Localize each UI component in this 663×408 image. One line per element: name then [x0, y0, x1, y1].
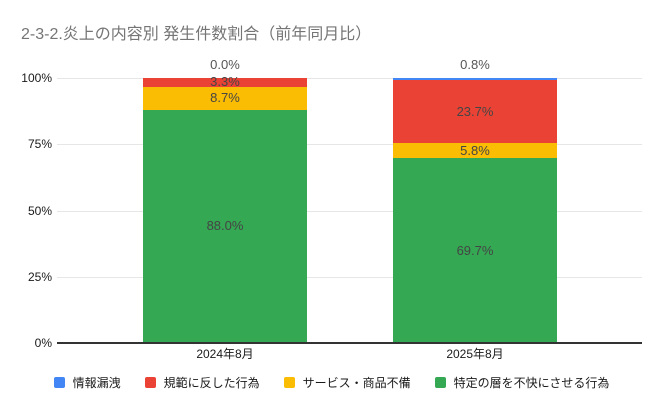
gridline-25 [57, 276, 642, 278]
y-axis-tick: 100% [21, 71, 52, 85]
bar-segment[interactable] [393, 80, 557, 143]
value-label: 0.0% [210, 57, 240, 72]
legend-swatch-icon [434, 377, 446, 388]
legend-item[interactable]: 規範に反した行為 [144, 374, 260, 391]
legend-item[interactable]: サービス・商品不備 [283, 374, 411, 391]
y-axis-tick: 75% [27, 137, 52, 152]
legend-label: 特定の層を不快にさせる行為 [453, 376, 610, 390]
value-label: 5.8% [460, 142, 490, 158]
legend-label: 情報漏洩 [72, 376, 121, 390]
bar-segment[interactable] [393, 158, 557, 343]
value-label: 3.3% [210, 74, 240, 90]
value-label: 88.0% [206, 218, 244, 234]
gridline-50 [57, 210, 642, 212]
legend-label: サービス・商品不備 [302, 376, 411, 390]
legend-swatch-icon [283, 377, 295, 388]
bar-segment[interactable] [143, 109, 307, 343]
value-label: 69.7% [456, 242, 494, 258]
legend-swatch-icon [53, 377, 65, 388]
x-axis-line [57, 342, 642, 344]
bar-segment[interactable] [143, 78, 307, 87]
y-axis-tick: 25% [27, 269, 52, 284]
chart-title: 2-3-2.炎上の内容別 発生件数割合（前年同月比） [21, 26, 372, 43]
y-axis-tick: 50% [27, 203, 52, 218]
gridline-75 [57, 144, 642, 146]
value-label: 8.7% [210, 90, 240, 106]
bar-segment[interactable] [143, 86, 307, 110]
legend-item[interactable]: 特定の層を不快にさせる行為 [434, 374, 610, 391]
x-axis-label: 2025年8月 [446, 347, 504, 361]
bar-segment[interactable] [393, 142, 557, 159]
legend-label: 規範に反した行為 [163, 376, 260, 390]
legend-swatch-icon [144, 377, 156, 388]
x-axis-label: 2024年8月 [196, 347, 254, 361]
legend: 情報漏洩 規範に反した行為 サービス・商品不備 特定の層を不快にさせる行為 [0, 374, 663, 391]
y-axis-tick: 0% [34, 336, 52, 350]
value-label: 23.7% [456, 103, 494, 119]
gridline-100 [57, 78, 642, 79]
legend-item[interactable]: 情報漏洩 [53, 374, 121, 391]
value-label: 0.8% [460, 57, 490, 72]
bar-segment[interactable] [393, 78, 557, 81]
